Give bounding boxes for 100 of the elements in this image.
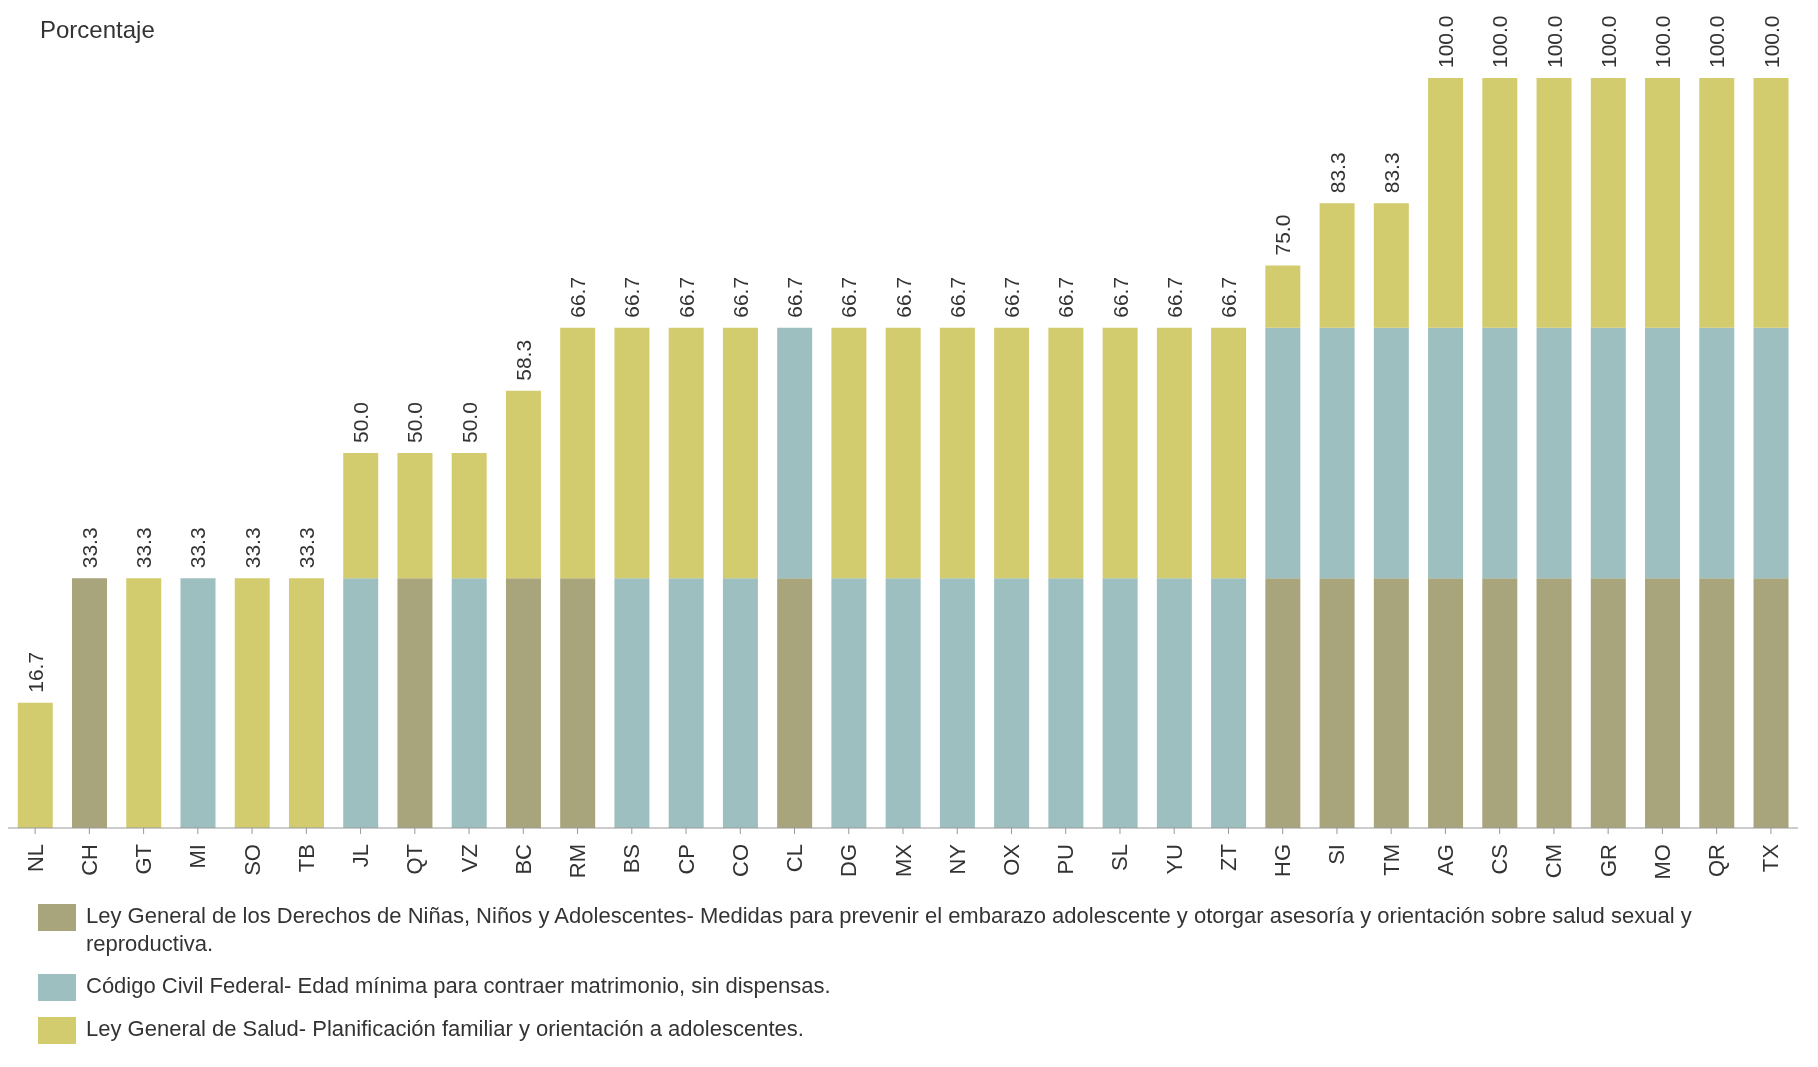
x-tick-label: OX bbox=[998, 843, 1024, 876]
total-label: 100.0 bbox=[1488, 15, 1512, 68]
total-label: 83.3 bbox=[1325, 152, 1349, 194]
x-tick-label: YU bbox=[1161, 844, 1187, 875]
legend-label: Ley General de Salud- Planificación familiar y orientación a adolescentes. bbox=[86, 1015, 804, 1043]
x-tick-label: GR bbox=[1595, 844, 1621, 877]
bar bbox=[72, 578, 108, 828]
total-label: 66.7 bbox=[620, 276, 644, 318]
x-tick-label: TM bbox=[1378, 844, 1404, 876]
total-label: 66.7 bbox=[891, 276, 915, 318]
bar bbox=[777, 578, 813, 828]
bar bbox=[1048, 578, 1084, 828]
bar bbox=[1102, 327, 1138, 579]
legend-label: Ley General de los Derechos de Niñas, Niños y Adolescentes- Medidas para prevenir el embarazo adolescente y otorgar asesoría y orientación sobre salud sexual y reproductiva. bbox=[86, 902, 1693, 958]
bar bbox=[451, 578, 487, 828]
bar bbox=[1753, 578, 1789, 828]
bar bbox=[1373, 327, 1409, 579]
x-tick-label: SL bbox=[1107, 844, 1133, 871]
bar bbox=[614, 327, 650, 579]
bar bbox=[1482, 578, 1518, 828]
x-tick-label: GT bbox=[131, 844, 157, 875]
total-label: 33.3 bbox=[294, 527, 318, 569]
bar bbox=[1482, 327, 1518, 579]
x-tick-label: MI bbox=[185, 844, 211, 869]
bar bbox=[1699, 327, 1735, 579]
bar bbox=[1590, 327, 1626, 579]
bar bbox=[343, 453, 379, 579]
bar bbox=[1536, 578, 1572, 828]
bar bbox=[505, 390, 541, 579]
total-label: 66.7 bbox=[837, 276, 861, 318]
bar bbox=[831, 327, 867, 579]
total-label: 66.7 bbox=[945, 276, 969, 318]
total-label: 50.0 bbox=[457, 402, 481, 443]
bar bbox=[1536, 327, 1572, 579]
total-label: 100.0 bbox=[1759, 15, 1783, 68]
x-tick-label: CM bbox=[1541, 844, 1567, 879]
bar bbox=[505, 578, 541, 828]
bar bbox=[1482, 78, 1518, 328]
bar bbox=[722, 578, 758, 828]
total-label: 33.3 bbox=[132, 527, 156, 569]
x-tick-label: QR bbox=[1704, 844, 1730, 877]
total-label: 66.7 bbox=[674, 276, 698, 318]
total-label: 100.0 bbox=[1434, 15, 1458, 68]
bar bbox=[1265, 265, 1301, 328]
bar bbox=[1428, 578, 1464, 828]
bar bbox=[939, 578, 975, 828]
x-tick-label: BS bbox=[619, 844, 645, 874]
x-tick-label: CP bbox=[673, 844, 699, 875]
total-label: 66.7 bbox=[783, 276, 807, 318]
x-tick-label: RM bbox=[565, 844, 591, 879]
total-label: 66.7 bbox=[1108, 276, 1132, 318]
bar bbox=[1645, 78, 1681, 328]
bar bbox=[126, 578, 162, 828]
bar bbox=[1428, 78, 1464, 328]
bar bbox=[1645, 578, 1681, 828]
bar bbox=[668, 578, 704, 828]
x-tick-label: CH bbox=[76, 844, 102, 876]
x-tick-label: JL bbox=[348, 844, 374, 868]
total-label: 50.0 bbox=[403, 402, 427, 443]
bar bbox=[1536, 78, 1572, 328]
x-tick-label: SO bbox=[239, 844, 265, 876]
bar bbox=[180, 578, 216, 828]
total-label: 33.3 bbox=[186, 527, 210, 569]
bar bbox=[1265, 327, 1301, 579]
bar bbox=[1428, 327, 1464, 579]
bar bbox=[885, 578, 921, 828]
total-label: 66.7 bbox=[1000, 276, 1024, 318]
bar bbox=[451, 453, 487, 579]
bar bbox=[397, 453, 433, 579]
x-tick-label: CS bbox=[1487, 844, 1513, 875]
total-label: 66.7 bbox=[1162, 276, 1186, 318]
bar bbox=[1156, 578, 1192, 828]
total-label: 16.7 bbox=[23, 651, 47, 693]
bar bbox=[1102, 578, 1138, 828]
x-tick-label: AG bbox=[1432, 844, 1458, 876]
bar bbox=[1319, 203, 1355, 328]
total-label: 66.7 bbox=[1054, 276, 1078, 318]
bar bbox=[614, 578, 650, 828]
total-label: 66.7 bbox=[1217, 276, 1241, 318]
bar bbox=[234, 578, 270, 828]
total-label: 100.0 bbox=[1596, 15, 1620, 68]
total-label: 33.3 bbox=[240, 527, 264, 569]
bar bbox=[1319, 578, 1355, 828]
bar bbox=[1211, 578, 1247, 828]
x-tick-label: CL bbox=[782, 844, 808, 873]
total-label: 58.3 bbox=[511, 339, 535, 381]
bar bbox=[831, 578, 867, 828]
bar bbox=[1590, 578, 1626, 828]
x-tick-label: NL bbox=[22, 844, 48, 873]
bar bbox=[1211, 327, 1247, 579]
x-tick-label: QT bbox=[402, 844, 428, 875]
total-label: 100.0 bbox=[1651, 15, 1675, 68]
total-label: 83.3 bbox=[1379, 152, 1403, 194]
bar bbox=[885, 327, 921, 579]
bar bbox=[1699, 578, 1735, 828]
bar bbox=[560, 327, 596, 579]
bar bbox=[1753, 78, 1789, 328]
bar bbox=[1373, 203, 1409, 328]
x-tick-label: CO bbox=[727, 844, 753, 877]
legend-label: Código Civil Federal- Edad mínima para contraer matrimonio, sin dispensas. bbox=[86, 972, 831, 1000]
